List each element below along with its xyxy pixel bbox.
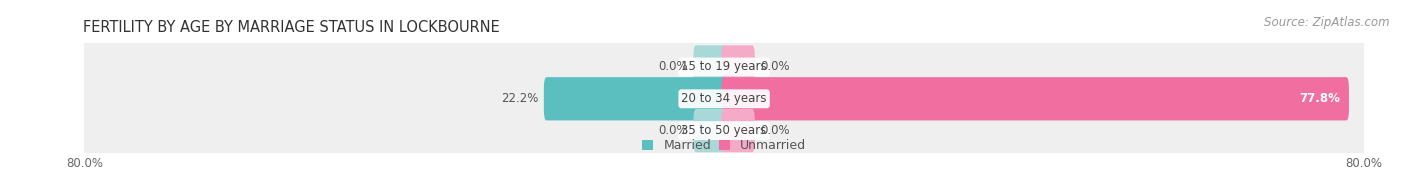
Text: 15 to 19 years: 15 to 19 years (682, 61, 766, 74)
Legend: Married, Unmarried: Married, Unmarried (643, 139, 806, 152)
Text: 22.2%: 22.2% (501, 92, 538, 105)
FancyBboxPatch shape (721, 109, 755, 152)
FancyBboxPatch shape (82, 42, 1367, 92)
Text: 20 to 34 years: 20 to 34 years (682, 92, 766, 105)
FancyBboxPatch shape (693, 45, 727, 89)
Text: 77.8%: 77.8% (1299, 92, 1340, 105)
Text: 0.0%: 0.0% (761, 124, 790, 137)
Text: FERTILITY BY AGE BY MARRIAGE STATUS IN LOCKBOURNE: FERTILITY BY AGE BY MARRIAGE STATUS IN L… (83, 20, 499, 35)
Text: Source: ZipAtlas.com: Source: ZipAtlas.com (1264, 16, 1389, 29)
FancyBboxPatch shape (721, 45, 755, 89)
FancyBboxPatch shape (721, 77, 1348, 120)
FancyBboxPatch shape (82, 106, 1367, 155)
FancyBboxPatch shape (544, 77, 727, 120)
Text: 0.0%: 0.0% (761, 61, 790, 74)
Text: 35 to 50 years: 35 to 50 years (682, 124, 766, 137)
FancyBboxPatch shape (82, 74, 1367, 124)
Text: 0.0%: 0.0% (658, 61, 688, 74)
FancyBboxPatch shape (693, 109, 727, 152)
Text: 0.0%: 0.0% (658, 124, 688, 137)
